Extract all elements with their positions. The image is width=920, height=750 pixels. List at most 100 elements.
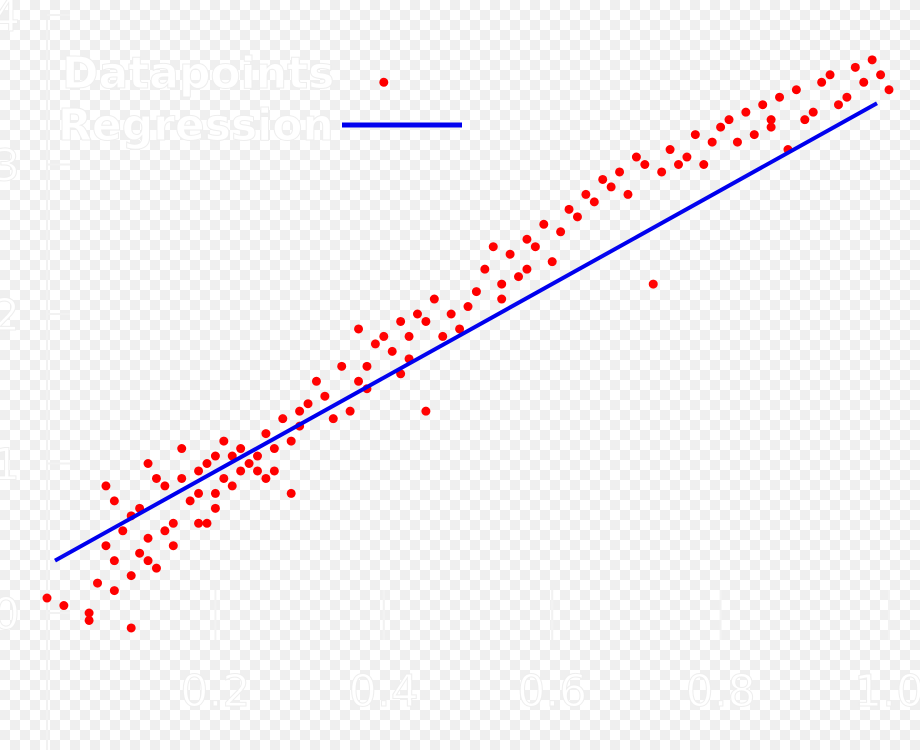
datapoint [253,466,262,476]
datapoint [84,608,94,618]
datapoint [109,586,119,596]
datapoint [640,160,650,169]
datapoint [354,324,364,334]
datapoint [177,444,187,454]
datapoint [286,488,296,498]
datapoint [194,466,204,476]
datapoint [244,459,254,468]
datapoint [488,242,498,252]
datapoint [337,361,347,371]
datapoint [84,615,94,625]
datapoint [766,115,776,125]
datapoint [867,55,877,65]
datapoint [379,331,389,341]
datapoint [758,100,768,110]
datapoint [699,160,709,169]
datapoint [151,473,161,483]
datapoint [160,526,170,536]
datapoint [682,152,692,162]
datapoint [808,107,818,117]
datapoint [42,593,52,603]
datapoint [261,429,271,439]
datapoint [236,444,246,454]
x-tick-label: 1.0 [854,666,920,717]
datapoint [690,130,700,140]
x-tick-label: 0.6 [517,666,587,717]
x-tick-label: 0.8 [686,666,756,717]
y-tick-label: 4 [0,0,20,42]
datapoint [118,526,128,536]
datapoint [143,459,153,468]
datapoint [817,77,827,87]
datapoint [135,548,145,558]
datapoint [775,92,785,102]
datapoint [446,309,456,319]
datapoint [303,399,313,409]
datapoint [623,189,633,199]
datapoint [556,227,566,237]
x-tick-label: 0.4 [349,666,419,717]
y-axis: 0 1 2 3 4 [0,0,70,750]
datapoint [707,137,717,147]
y-tick-label: 3 [0,141,20,192]
datapoint [716,122,726,132]
datapoint [480,264,490,274]
datapoint [589,197,599,207]
datapoint [219,436,229,446]
datapoint [210,488,220,498]
datapoint [345,406,355,416]
datapoint [93,578,103,588]
datapoint [657,167,667,177]
datapoint [876,70,886,80]
datapoint [842,92,852,102]
datapoint [598,174,608,184]
y-tick-label: 0 [0,589,20,640]
datapoint [850,62,860,72]
datapoint [227,481,237,491]
datapoint [631,152,641,162]
datapoint [269,444,279,454]
datapoint [732,137,742,147]
datapoints-layer [42,55,894,633]
datapoint [160,481,170,491]
datapoint [311,376,321,386]
datapoint [194,488,204,498]
datapoint [101,481,111,491]
datapoint [177,473,187,483]
datapoint [202,459,212,468]
datapoint [101,541,111,551]
datapoint [168,518,178,528]
legend: Datapoints Regression [58,48,462,152]
datapoint [151,563,161,573]
datapoint [109,496,119,506]
datapoint [471,287,481,297]
datapoint [219,473,229,483]
datapoint [530,242,540,252]
datapoint [227,451,237,461]
datapoint [396,316,406,326]
datapoint [379,77,389,87]
datapoint [724,115,734,125]
y-tick-label: 2 [0,290,20,341]
datapoint [210,503,220,513]
x-axis: 0.2 0.4 0.6 0.8 1.0 [180,590,920,718]
datapoint [539,219,549,229]
datapoint [202,518,212,528]
datapoint [547,257,557,267]
datapoint [522,264,532,274]
datapoint [572,212,582,222]
datapoint [648,279,658,289]
datapoint [615,167,625,177]
x-tick-label: 0.2 [180,666,250,717]
datapoint [665,145,675,155]
datapoint [421,406,431,416]
datapoint [253,451,262,461]
datapoint [387,346,397,356]
datapoint [421,316,431,326]
datapoint [438,331,448,341]
datapoint [143,533,153,543]
datapoint [143,556,153,566]
datapoint [328,414,338,424]
datapoint [825,70,835,80]
